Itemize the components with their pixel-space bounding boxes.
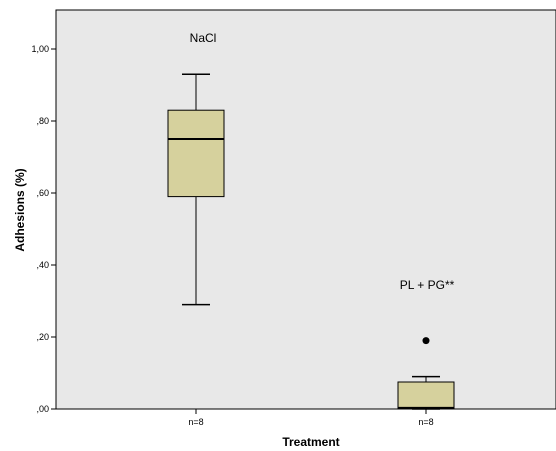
y-tick-label: ,00 (36, 404, 49, 414)
y-tick-label: ,80 (36, 116, 49, 126)
group-annotation: PL + PG** (400, 278, 455, 292)
x-axis: n=8 n=8 (188, 409, 434, 427)
y-axis: ,00 ,20 ,40 ,60 ,80 1,00 (31, 44, 56, 414)
x-axis-title: Treatment (282, 435, 339, 449)
iqr-box (397, 381, 455, 409)
y-tick-label: 1,00 (31, 44, 49, 54)
y-tick-label: ,40 (36, 260, 49, 270)
group-annotation: NaCl (190, 31, 217, 45)
boxes: NaCl PL + PG** (167, 31, 455, 410)
y-tick-label: ,60 (36, 188, 49, 198)
x-tick-label: n=8 (188, 417, 203, 427)
iqr-box (167, 109, 225, 198)
x-tick-label: n=8 (418, 417, 433, 427)
y-tick-label: ,20 (36, 332, 49, 342)
box-group: PL + PG** (397, 278, 455, 410)
plot-area (55, 9, 556, 410)
box-group: NaCl (167, 31, 225, 306)
y-axis-title: Adhesions (%) (13, 168, 27, 251)
outlier-point (422, 337, 430, 345)
